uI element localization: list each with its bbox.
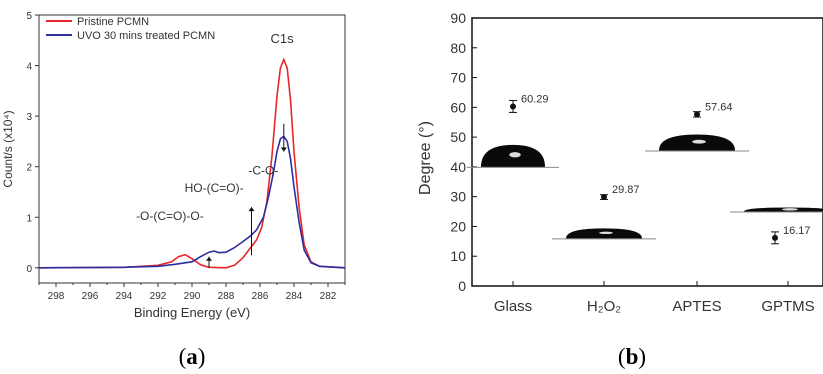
chart-a-xtick-label: 284 <box>286 291 303 302</box>
chart-a-xtick-label: 296 <box>82 291 99 302</box>
chart-b-xtick-label: APTES <box>672 298 721 315</box>
chart-b-ytick-label: 0 <box>458 278 466 294</box>
chart-a-xtick-label: 288 <box>218 291 235 302</box>
chart-b-ytick-label: 60 <box>450 99 466 115</box>
chart-b-xtick-label: H₂O₂ <box>587 298 621 315</box>
chart-a-ylabel: Count/s (x10⁴) <box>1 110 15 187</box>
chart-b-ytick-label: 40 <box>450 159 466 175</box>
chart-a-ytick-label: 4 <box>26 62 32 73</box>
chart-b-point <box>694 111 700 118</box>
chart-a-arrowhead <box>206 256 212 261</box>
chart-b-ytick-label: 90 <box>450 10 466 26</box>
chart-b-point <box>772 234 778 241</box>
legend-label-pristine: Pristine PCMN <box>77 16 149 28</box>
chart-b-data-label: 16.17 <box>783 225 811 237</box>
chart-b-data-label: 29.87 <box>612 184 640 196</box>
chart-b-droplet-highlight <box>509 152 521 158</box>
chart-a-arrowhead <box>248 207 255 212</box>
chart-a-ytick-label: 3 <box>26 112 32 123</box>
chart-a-xtick-label: 298 <box>48 291 65 302</box>
chart-a-legend: Pristine PCMN UVO 30 mins treated PCMN <box>46 16 215 42</box>
chart-b-xtick-label: GPTMS <box>761 298 814 315</box>
chart-b-ytick-label: 80 <box>450 40 466 56</box>
chart-b-ytick-label: 10 <box>450 248 466 264</box>
chart-b-point <box>510 103 516 110</box>
chart-a: 298 296 294 292 290 288 286 284 282 0 1 2 3 4 5 C1s -O… <box>1 11 346 320</box>
chart-a-xlabel: Binding Energy (eV) <box>134 305 250 320</box>
chart-b-ylabel: Degree (°) <box>417 121 434 195</box>
chart-b-xtick-label: Glass <box>494 298 532 315</box>
chart-a-ytick-label: 2 <box>26 163 32 174</box>
chart-b-plot-frame <box>471 17 823 287</box>
chart-b-droplet-highlight <box>692 139 706 144</box>
chart-a-ytick-label: 0 <box>26 264 32 275</box>
chart-a-annotation: HO-(C=O)- <box>185 181 244 195</box>
chart-b-ytick-label: 30 <box>450 189 466 205</box>
chart-a-xtick-label: 290 <box>184 291 201 302</box>
chart-a-series-0 <box>38 57 346 269</box>
chart-a-annotation: -C-O- <box>248 163 278 177</box>
chart-a-annotation: C1s <box>271 31 295 46</box>
chart-b-ytick-label: 70 <box>450 70 466 86</box>
chart-b-data-label: 57.64 <box>705 101 733 113</box>
chart-a-xtick-label: 294 <box>116 291 133 302</box>
chart-a-annotation: -O-(C=O)-O- <box>136 209 204 223</box>
chart-b: 0 10 20 30 40 50 60 70 80 90 60.29 29.87 57.64 16.17… <box>417 10 823 315</box>
chart-a-plot-frame <box>38 14 346 284</box>
chart-a-arrowhead <box>280 147 287 152</box>
legend-label-uvo: UVO 30 mins treated PCMN <box>77 30 215 42</box>
chart-a-ytick-label: 1 <box>26 213 32 224</box>
chart-b-ytick-label: 20 <box>450 218 466 234</box>
chart-a-ytick-label: 5 <box>26 11 32 22</box>
chart-a-series-1 <box>38 135 346 269</box>
chart-b-droplet-highlight <box>782 208 798 211</box>
chart-b-ytick-label: 50 <box>450 129 466 145</box>
chart-b-data-label: 60.29 <box>521 93 549 105</box>
chart-a-xtick-label: 292 <box>150 291 167 302</box>
chart-b-panel-label: (b) <box>618 344 646 369</box>
chart-b-point <box>601 194 607 201</box>
chart-b-droplet-highlight <box>599 231 613 235</box>
chart-a-panel-label: (a) <box>179 344 206 369</box>
chart-a-xtick-label: 286 <box>252 291 269 302</box>
chart-a-xtick-label: 282 <box>320 291 337 302</box>
